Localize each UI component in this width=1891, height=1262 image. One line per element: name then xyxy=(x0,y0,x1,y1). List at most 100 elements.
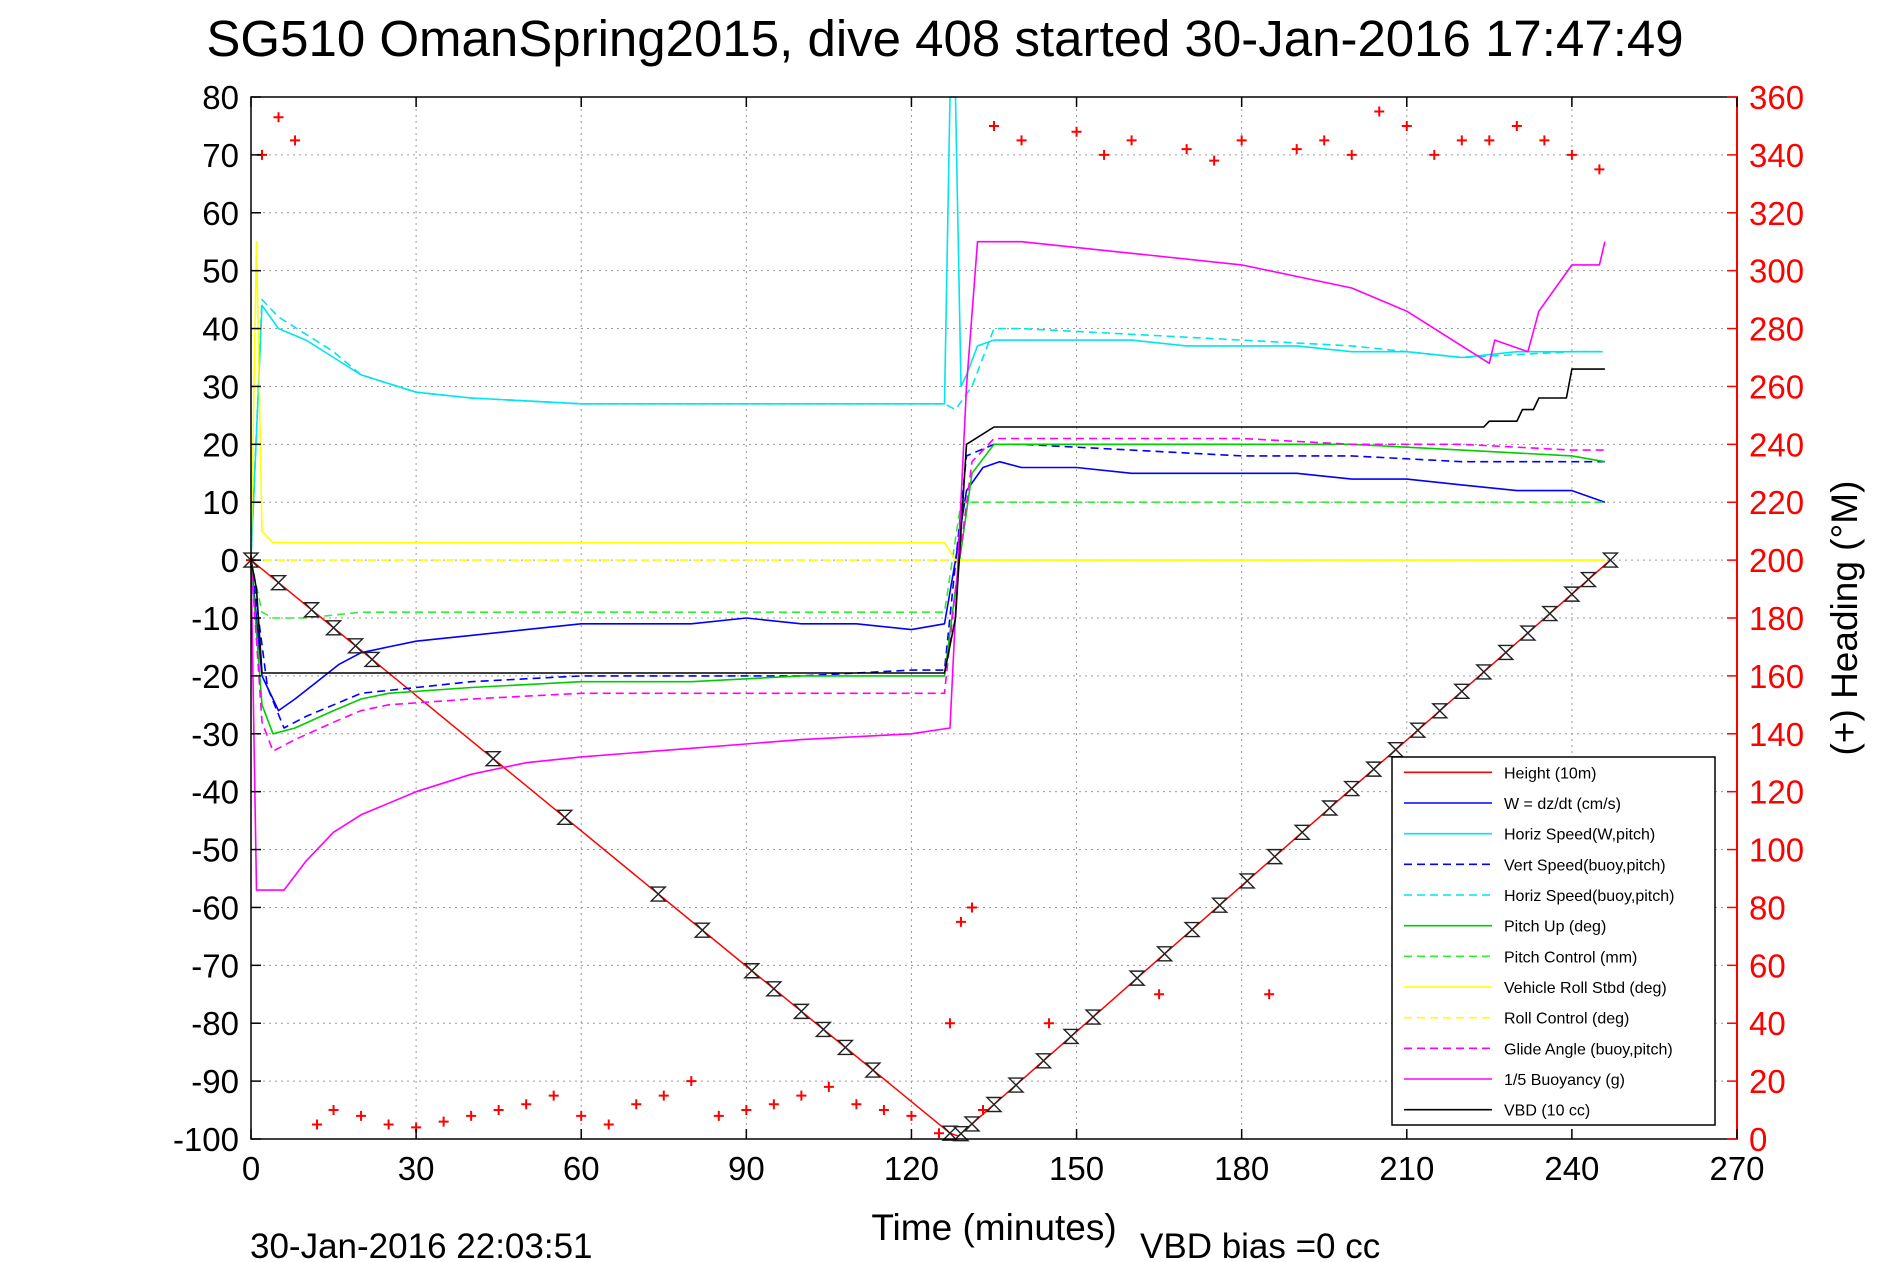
heading-point xyxy=(823,1081,834,1092)
heading-point xyxy=(906,1110,917,1121)
legend-label: Horiz Speed(buoy,pitch) xyxy=(1504,888,1674,905)
y2-tick-label: 340 xyxy=(1749,137,1804,174)
height-marker xyxy=(693,922,711,938)
height-marker xyxy=(1541,605,1559,622)
chart-title: SG510 OmanSpring2015, dive 408 started 3… xyxy=(206,10,1683,67)
y2-tick-label: 260 xyxy=(1749,368,1804,405)
y-tick-label: -50 xyxy=(191,832,239,869)
y-tick-label: 60 xyxy=(202,195,239,232)
y-tick-label: -70 xyxy=(191,947,239,984)
y-tick-label: -30 xyxy=(191,716,239,753)
heading-point xyxy=(1071,126,1082,137)
heading-point xyxy=(1484,135,1495,146)
height-marker xyxy=(1238,873,1256,889)
heading-point xyxy=(1539,135,1550,146)
y-tick-label: 40 xyxy=(202,311,239,348)
legend-label: Vehicle Roll Stbd (deg) xyxy=(1504,980,1667,997)
heading-point xyxy=(1209,155,1220,166)
y-tick-label: 70 xyxy=(202,137,239,174)
heading-point xyxy=(1044,1018,1055,1029)
height-marker xyxy=(941,1125,959,1141)
legend-label: Roll Control (deg) xyxy=(1504,1011,1629,1028)
legend-label: Horiz Speed(W,pitch) xyxy=(1504,827,1655,844)
heading-point xyxy=(1099,149,1110,160)
height-marker xyxy=(743,963,761,979)
heading-point xyxy=(966,902,977,913)
legend-label: Pitch Control (mm) xyxy=(1504,949,1637,966)
legend-label: Pitch Up (deg) xyxy=(1504,919,1606,936)
right-y-axis-label: (+) Heading (°M) xyxy=(1824,481,1865,756)
height-marker xyxy=(792,1003,811,1020)
height-marker xyxy=(952,1125,970,1142)
legend-label: Vert Speed(buoy,pitch) xyxy=(1504,857,1666,874)
y-tick-label: -10 xyxy=(191,600,239,637)
y-tick-label: -60 xyxy=(191,889,239,926)
heading-point xyxy=(1319,135,1330,146)
height-marker xyxy=(484,750,502,767)
height-marker xyxy=(963,1116,981,1132)
legend-label: Height (10m) xyxy=(1504,765,1596,782)
legend-box xyxy=(1391,756,1716,1126)
heading-point xyxy=(1566,149,1577,160)
y2-tick-label: 20 xyxy=(1749,1063,1786,1100)
heading-point xyxy=(290,135,301,146)
y-tick-label: -80 xyxy=(191,1005,239,1042)
heading-point xyxy=(1346,149,1357,160)
x-tick-label: 30 xyxy=(398,1150,435,1187)
heading-point xyxy=(1154,989,1165,1000)
heading-point xyxy=(1236,135,1247,146)
x-tick-label: 60 xyxy=(563,1150,600,1187)
y2-tick-label: 120 xyxy=(1749,774,1804,811)
y-tick-label: -40 xyxy=(191,774,239,811)
heading-point xyxy=(548,1090,559,1101)
y2-tick-label: 0 xyxy=(1749,1121,1767,1158)
height-marker xyxy=(1475,664,1493,680)
x-tick-label: 240 xyxy=(1544,1150,1599,1187)
y2-tick-label: 280 xyxy=(1749,311,1804,348)
heading-point xyxy=(768,1099,779,1110)
heading-point xyxy=(383,1119,394,1130)
height-marker xyxy=(1007,1077,1025,1093)
legend: Height (10m) W = dz/dt (cm/s) Horiz Speed(… xyxy=(1391,756,1716,1126)
height-marker xyxy=(269,574,288,591)
y2-tick-label: 320 xyxy=(1749,195,1804,232)
height-marker xyxy=(814,1021,833,1038)
height-marker xyxy=(1579,571,1598,588)
heading-point xyxy=(989,120,999,131)
timestamp-label: 30-Jan-2016 22:03:51 xyxy=(250,1227,593,1262)
heading-point xyxy=(328,1105,339,1116)
x-tick-label: 0 xyxy=(242,1150,260,1187)
axis-ticks: 0 30 60 90 120 150 180 210 240 270 80 70 60 50 40 30 20 1… xyxy=(173,79,1804,1187)
heading-point xyxy=(356,1110,367,1121)
height-marker xyxy=(1128,970,1146,986)
x-tick-label: 270 xyxy=(1709,1150,1764,1187)
height-marker xyxy=(1453,683,1471,700)
height-marker xyxy=(1293,824,1311,841)
y-tick-label: 0 xyxy=(221,542,239,579)
height-marker xyxy=(1034,1053,1053,1069)
height-marker xyxy=(985,1096,1003,1113)
series-vehicle-roll-stbd-deg-line xyxy=(250,240,1605,561)
series-horiz-speed-buoy-pitch-line xyxy=(250,298,1605,561)
height-marker xyxy=(1183,921,1201,938)
height-markers-layer xyxy=(242,552,1620,1142)
series-horiz-speed-w-pitch-line xyxy=(250,96,1600,561)
y2-tick-label: 200 xyxy=(1749,542,1804,579)
height-marker xyxy=(363,651,381,668)
y-tick-label: -100 xyxy=(173,1121,239,1158)
vbd-bias-label: VBD bias =0 cc xyxy=(1140,1227,1380,1262)
heading-point xyxy=(977,1105,988,1116)
y2-tick-label: 240 xyxy=(1749,426,1804,463)
height-marker xyxy=(1321,800,1339,816)
heading-point xyxy=(312,1119,323,1130)
height-marker xyxy=(649,886,667,902)
legend-label: VBD (10 cc) xyxy=(1504,1103,1590,1120)
heading-point xyxy=(1429,149,1440,160)
heading-point xyxy=(466,1110,477,1121)
height-marker xyxy=(1387,741,1405,758)
heading-point xyxy=(796,1090,807,1101)
height-marker xyxy=(1365,761,1383,777)
series-height-10m-line xyxy=(250,559,1611,1137)
heading-point xyxy=(1126,135,1137,146)
